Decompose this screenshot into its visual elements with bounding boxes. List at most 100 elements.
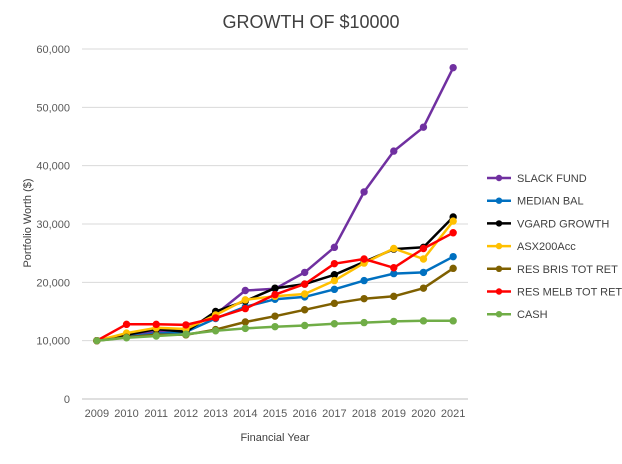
legend-item-res-bris-tot-ret: RES BRIS TOT RET bbox=[487, 264, 618, 276]
series-lines bbox=[93, 63, 457, 345]
legend-label: VGARD GROWTH bbox=[517, 218, 609, 230]
data-point bbox=[300, 321, 309, 330]
y-tick-label: 0 bbox=[64, 394, 70, 406]
x-tick-label: 2011 bbox=[144, 408, 168, 420]
data-point bbox=[419, 317, 428, 325]
x-tick-label: 2010 bbox=[114, 408, 138, 420]
data-point bbox=[241, 318, 250, 326]
data-point bbox=[449, 217, 457, 225]
data-point bbox=[330, 320, 339, 328]
legend-label: ASX200Acc bbox=[517, 241, 576, 253]
legend-marker bbox=[495, 197, 503, 204]
data-point bbox=[419, 244, 428, 253]
data-point bbox=[419, 123, 428, 131]
x-tick-label: 2014 bbox=[233, 408, 257, 420]
data-point bbox=[360, 276, 368, 285]
data-point bbox=[360, 294, 368, 303]
series-cash bbox=[93, 317, 457, 345]
data-point bbox=[211, 327, 220, 335]
data-point bbox=[419, 255, 428, 263]
data-point bbox=[390, 244, 398, 253]
data-point bbox=[360, 188, 368, 196]
data-point bbox=[330, 299, 339, 308]
y-axis-label: Portfolio Worth ($) bbox=[22, 178, 34, 267]
x-axis-label: Financial Year bbox=[240, 432, 309, 444]
x-tick-label: 2015 bbox=[263, 408, 287, 420]
data-point bbox=[241, 286, 250, 295]
legend-item-asx200acc: ASX200Acc bbox=[487, 241, 576, 253]
legend-label: CASH bbox=[517, 309, 548, 321]
legend-marker bbox=[495, 288, 503, 295]
y-tick-label: 50,000 bbox=[36, 102, 70, 114]
y-tick-label: 40,000 bbox=[36, 161, 70, 173]
data-point bbox=[419, 284, 428, 292]
data-point bbox=[449, 229, 457, 237]
data-point bbox=[419, 268, 428, 277]
data-point bbox=[449, 252, 457, 261]
legend-item-slack-fund: SLACK FUND bbox=[487, 173, 587, 185]
data-point bbox=[182, 321, 190, 329]
x-tick-label: 2018 bbox=[352, 408, 376, 420]
data-point bbox=[330, 285, 339, 294]
data-point bbox=[300, 290, 309, 298]
data-point bbox=[93, 336, 101, 345]
data-point bbox=[152, 320, 160, 329]
x-axis-ticks: 2009 2010 2011 2012 2013 2014 2015 2016 2017 2018… bbox=[85, 408, 466, 420]
data-point bbox=[271, 290, 279, 299]
legend-label: MEDIAN BAL bbox=[517, 196, 584, 208]
data-point bbox=[390, 147, 398, 155]
data-point bbox=[360, 318, 368, 327]
x-tick-label: 2013 bbox=[203, 408, 227, 420]
x-tick-label: 2019 bbox=[382, 408, 406, 420]
data-point bbox=[271, 284, 279, 292]
data-point bbox=[390, 317, 398, 326]
data-point bbox=[390, 292, 398, 301]
series-res-melb-tot-ret bbox=[93, 229, 457, 345]
x-tick-label: 2016 bbox=[292, 408, 316, 420]
x-tick-label: 2021 bbox=[441, 408, 465, 420]
data-point bbox=[241, 296, 250, 304]
data-point bbox=[300, 306, 309, 314]
y-tick-label: 30,000 bbox=[36, 219, 70, 231]
x-tick-label: 2012 bbox=[174, 408, 198, 420]
data-point bbox=[300, 280, 309, 288]
legend-marker bbox=[495, 220, 503, 227]
data-point bbox=[330, 243, 339, 252]
x-tick-label: 2009 bbox=[85, 408, 109, 420]
legend-marker bbox=[495, 311, 503, 318]
gridlines bbox=[82, 48, 468, 400]
x-tick-label: 2017 bbox=[322, 408, 346, 420]
legend-item-cash: CASH bbox=[487, 309, 548, 321]
data-point bbox=[330, 259, 339, 268]
x-tick-label: 2020 bbox=[411, 408, 435, 420]
y-tick-label: 60,000 bbox=[36, 44, 70, 56]
data-point bbox=[241, 304, 250, 313]
chart-title: GROWTH OF $10000 bbox=[222, 12, 399, 32]
data-point bbox=[330, 276, 339, 285]
legend-marker bbox=[495, 174, 503, 182]
data-point bbox=[449, 63, 457, 72]
y-tick-label: 10,000 bbox=[36, 336, 70, 348]
legend-label: RES MELB TOT RET bbox=[517, 287, 622, 299]
data-point bbox=[449, 317, 457, 325]
data-point bbox=[241, 324, 250, 333]
data-point bbox=[360, 255, 368, 263]
legend-marker bbox=[495, 265, 503, 272]
data-point bbox=[271, 312, 279, 320]
data-point bbox=[122, 320, 131, 329]
data-point bbox=[449, 264, 457, 273]
data-point bbox=[122, 334, 131, 342]
y-tick-label: 20,000 bbox=[36, 277, 70, 289]
data-point bbox=[300, 268, 309, 277]
y-axis-ticks: 0 10,000 20,000 30,000 40,000 50,000 60,000 bbox=[36, 44, 70, 406]
data-point bbox=[211, 314, 220, 322]
legend-item-median-bal: MEDIAN BAL bbox=[487, 196, 584, 208]
legend-item-res-melb-tot-ret: RES MELB TOT RET bbox=[487, 287, 622, 299]
legend-label: SLACK FUND bbox=[517, 173, 587, 185]
legend: SLACK FUND MEDIAN BAL VGARD GROWTH ASX200Ac… bbox=[487, 173, 622, 321]
legend-marker bbox=[495, 242, 503, 250]
data-point bbox=[182, 330, 190, 338]
data-point bbox=[390, 264, 398, 272]
